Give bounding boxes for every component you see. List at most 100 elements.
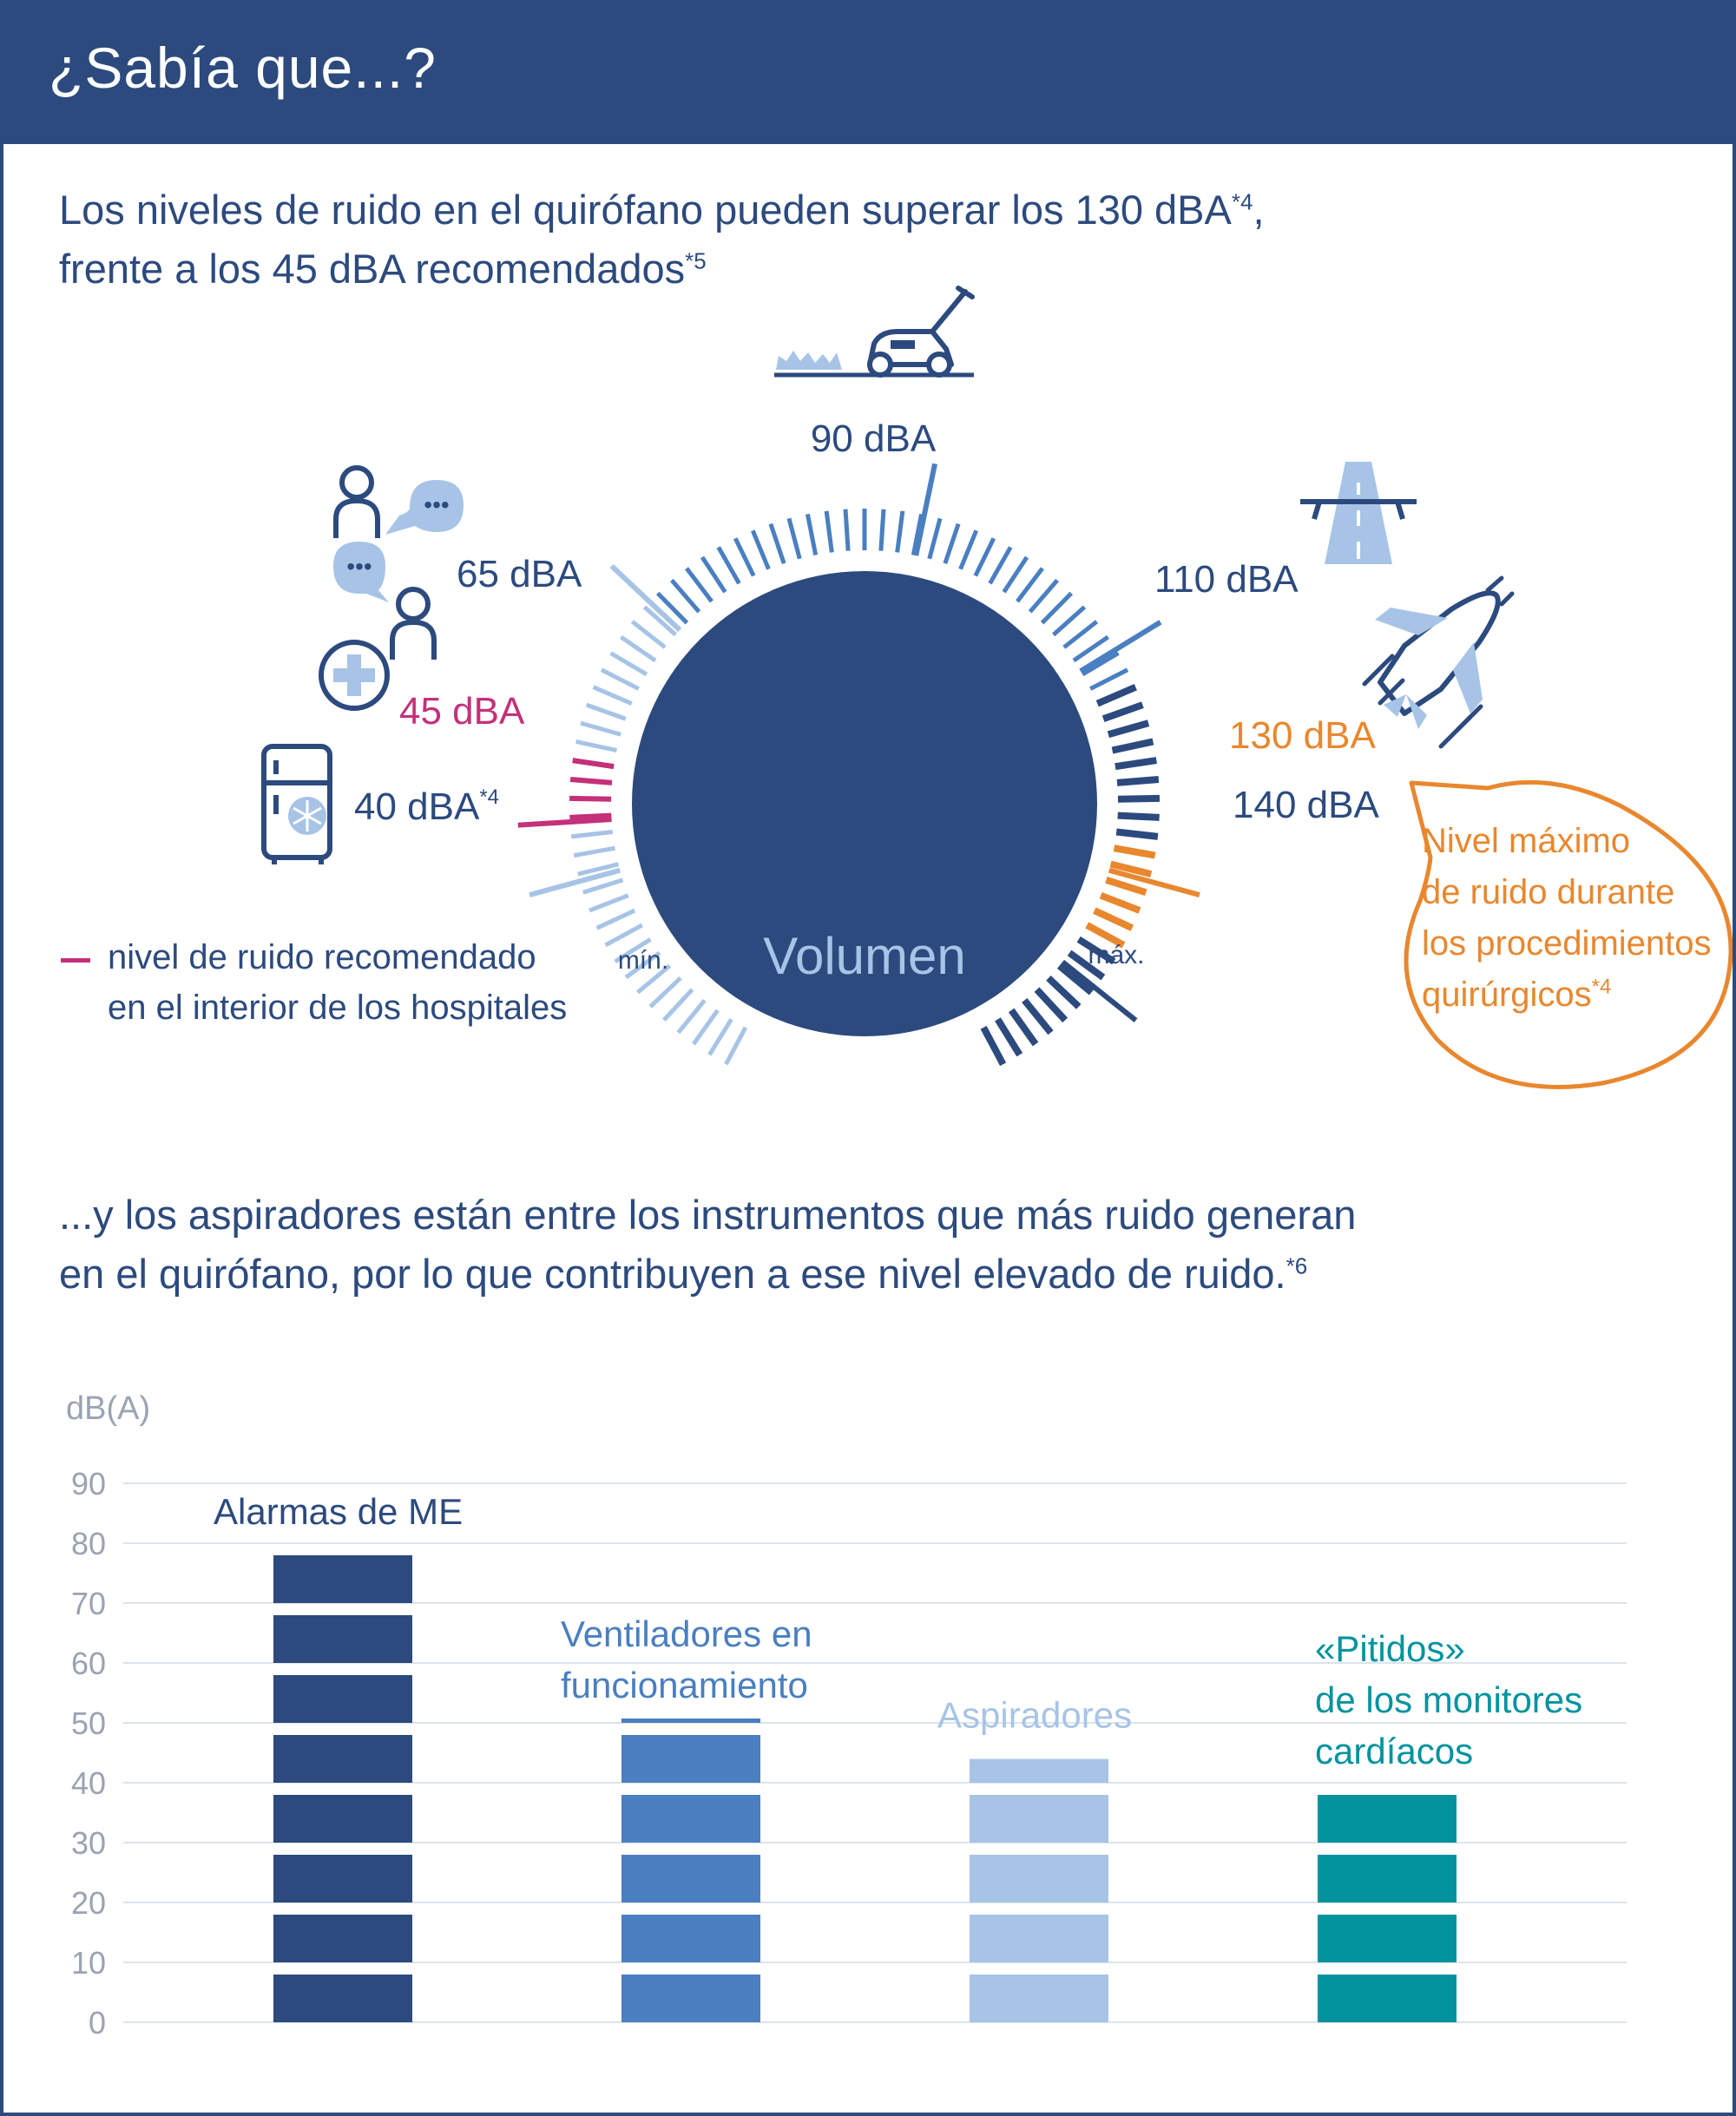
y-tick-label: 0: [89, 2005, 106, 2040]
bar-segment: [621, 1718, 760, 1723]
gauge-tick: [1002, 555, 1029, 594]
gauge-tick: [1107, 720, 1150, 739]
conversation-icon: ••• •••: [333, 465, 464, 660]
gauge-tick: [570, 830, 614, 839]
header-title: ¿Sabía que...?: [49, 36, 437, 100]
gauge-tick: [878, 509, 886, 551]
second-intro-ref: *6: [1286, 1252, 1308, 1279]
y-tick-label: 90: [71, 1466, 106, 1502]
volume-gauge: Volumen mín. máx. 40 dBA*4 45 dBA 65 dBA…: [261, 286, 1515, 1067]
gauge-tick: [655, 591, 689, 625]
intro-ref-1: *4: [1231, 188, 1253, 215]
second-intro-line-2: en el quirófano, por lo que contribuyen …: [59, 1251, 1286, 1297]
bar-segment: [273, 1795, 412, 1843]
gauge-tick: [943, 522, 961, 564]
bubble-line-2: de ruido durante: [1422, 873, 1675, 911]
chart-y-ticks: 0 10 20 30 40 50 60 70 80 90: [71, 1466, 106, 2040]
bar-segment: [273, 1735, 412, 1783]
gauge-tick: [1115, 757, 1157, 771]
gauge-tick: [995, 1017, 1023, 1057]
gauge-tick: [1076, 936, 1116, 965]
gauge-tick: [577, 862, 620, 877]
gauge-tick: [569, 812, 612, 820]
intro-line-1-tail: ,: [1253, 187, 1265, 233]
y-tick-label: 10: [71, 1945, 106, 1981]
bubble-text: Nivel máximo de ruido durante los proced…: [1422, 816, 1733, 1021]
gauge-tick: [1072, 634, 1109, 663]
gauge-marker-130: [1108, 867, 1200, 897]
chart-category-labels: Alarmas de ME Ventiladores en funcionamien…: [214, 1491, 1582, 1771]
gauge-tick: [569, 776, 613, 785]
bar-segment: [621, 1915, 760, 1962]
gauge-tick: [676, 998, 707, 1035]
gauge-tick: [1056, 963, 1094, 996]
gauge-tick: [1117, 812, 1160, 821]
chart-y-axis-label: dB(A): [66, 1390, 150, 1427]
gauge-tick: [575, 739, 618, 753]
gauge-tick: [724, 1026, 748, 1066]
refrigerator-icon: [261, 744, 332, 864]
level-label-40: 40 dBA*4: [354, 785, 499, 828]
gauge-tick: [700, 555, 727, 594]
intro-line-1: Los niveles de ruido en el quirófano pue…: [59, 187, 1232, 233]
header-bar: ¿Sabía que...?: [3, 0, 1733, 144]
gauge-tick: [1109, 860, 1153, 878]
gauge-min-label: mín.: [618, 946, 668, 975]
gauge-tick: [1105, 877, 1147, 897]
gauge-tick: [733, 537, 756, 577]
bar-segment: [273, 1615, 412, 1663]
gauge-tick: [1062, 620, 1099, 649]
gauge-tick: [786, 517, 802, 560]
gauge-tick: [1089, 667, 1129, 691]
bar-segment: [970, 1915, 1108, 1962]
gauge-tick: [895, 510, 905, 553]
bar-segment: [621, 1735, 760, 1783]
lawnmower-icon: [774, 286, 975, 378]
speech-bubble: [1404, 779, 1733, 1089]
gauge-tick: [1022, 998, 1054, 1035]
bar-segment: [1318, 1975, 1457, 2022]
noise-bar-chart: dB(A) 0 10 20 30 40 50 60 70 80 90 Alarmas de ME V…: [66, 1390, 1627, 2040]
bubble-line-4: quirúrgicos: [1422, 976, 1592, 1014]
bar-segment: [970, 1975, 1108, 2022]
legend-line-1: nivel de ruido recomendado: [108, 938, 536, 976]
y-tick-label: 80: [71, 1526, 106, 1561]
gauge-markers: [517, 463, 1200, 1022]
highway-icon: [1300, 462, 1417, 564]
level-label-110: 110 dBA: [1154, 558, 1299, 601]
y-tick-label: 20: [71, 1885, 106, 1921]
gauge-tick: [768, 522, 786, 564]
bar-segment: [970, 1758, 1108, 1783]
gauge-tick: [707, 1018, 733, 1056]
bar-segment: [273, 1855, 412, 1902]
second-intro-text: ...y los aspiradores están entre los ins…: [59, 1186, 1356, 1304]
gauge-tick: [604, 923, 643, 948]
gauge-max-label: máx.: [1088, 941, 1144, 969]
gauge-marker-65: [609, 563, 682, 633]
hospital-icon: [319, 640, 390, 711]
category-label: Ventiladores en funcionamiento: [561, 1613, 812, 1705]
bar-segment: [273, 1975, 412, 2022]
gauge-tick: [1081, 651, 1120, 677]
legend-text: nivel de ruido recomendado en el interio…: [108, 932, 567, 1033]
category-label: «Pitidos» de los monitores cardíacos: [1315, 1628, 1582, 1771]
y-tick-label: 30: [71, 1825, 106, 1861]
gauge-tick: [973, 537, 996, 577]
gauge-tick: [1095, 684, 1137, 707]
gauge-tick: [958, 529, 979, 570]
gauge-tick: [1117, 794, 1161, 803]
gauge-tick: [1099, 891, 1141, 914]
bar-segment: [621, 1795, 760, 1843]
gauge-tick: [1034, 987, 1069, 1023]
bubble-line-3: los procedimientos: [1422, 924, 1712, 963]
svg-text:•••: •••: [346, 553, 372, 580]
level-label-130: 130 dBA: [1229, 714, 1376, 757]
gauge-tick: [1051, 605, 1087, 637]
bubble-ref: *4: [1591, 975, 1612, 999]
gauge-tick: [1067, 950, 1106, 981]
gauge-tick: [1028, 578, 1059, 614]
volume-knob: [632, 571, 1097, 1036]
gauge-tick: [580, 720, 621, 737]
gauge-tick: [573, 845, 615, 858]
